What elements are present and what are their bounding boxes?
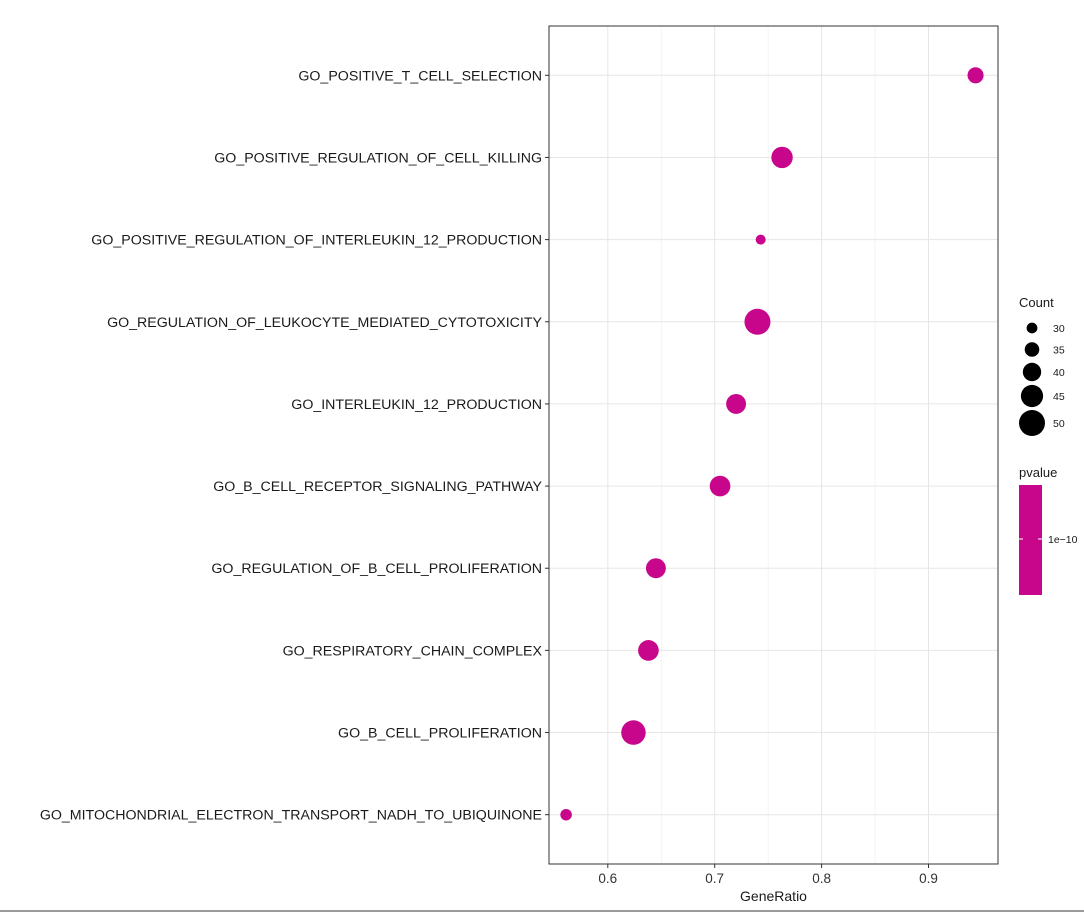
size-legend-label: 45 — [1053, 391, 1065, 403]
size-legend-key — [1024, 342, 1040, 357]
size-legend-key — [1020, 384, 1044, 408]
size-legend-label: 35 — [1053, 345, 1065, 357]
x-axis-title: GeneRatio — [740, 888, 807, 904]
data-point — [709, 475, 731, 497]
data-point — [771, 146, 793, 169]
data-point — [967, 67, 984, 84]
plot-panel — [549, 26, 998, 864]
size-legend-key — [1026, 322, 1038, 334]
plot-border — [548, 25, 999, 865]
size-legend-key — [1019, 410, 1045, 436]
y-tick-label: GO_POSITIVE_REGULATION_OF_CELL_KILLING — [214, 150, 542, 166]
size-legend-key — [1022, 362, 1042, 382]
x-tick-label: 0.7 — [705, 871, 724, 886]
y-tick-label: GO_REGULATION_OF_B_CELL_PROLIFERATION — [211, 561, 542, 577]
data-point — [621, 720, 646, 745]
color-legend-title: pvalue — [1019, 465, 1057, 480]
y-tick-label: GO_INTERLEUKIN_12_PRODUCTION — [291, 397, 542, 413]
data-point — [726, 393, 747, 414]
x-tick-label: 0.8 — [812, 871, 831, 886]
y-tick-label: GO_POSITIVE_T_CELL_SELECTION — [298, 68, 542, 84]
data-point — [755, 234, 766, 245]
data-point — [560, 808, 572, 821]
y-tick-label: GO_POSITIVE_REGULATION_OF_INTERLEUKIN_12… — [91, 233, 542, 249]
y-tick-label: GO_REGULATION_OF_LEUKOCYTE_MEDIATED_CYTO… — [107, 315, 542, 331]
size-legend-title: Count — [1019, 295, 1054, 310]
y-tick-label: GO_B_CELL_RECEPTOR_SIGNALING_PATHWAY — [213, 479, 542, 495]
color-legend-label: 1e−10 — [1048, 534, 1078, 546]
size-legend-label: 40 — [1053, 367, 1065, 379]
y-tick-label: GO_B_CELL_PROLIFERATION — [338, 726, 542, 742]
y-tick-label: GO_RESPIRATORY_CHAIN_COMPLEX — [283, 643, 543, 659]
data-point — [638, 640, 659, 661]
size-legend-label: 50 — [1053, 418, 1065, 430]
data-point — [744, 308, 771, 335]
data-point — [645, 558, 666, 579]
y-tick-label: GO_MITOCHONDRIAL_ELECTRON_TRANSPORT_NADH… — [40, 808, 542, 824]
color-legend-bar — [1019, 485, 1042, 595]
x-tick-label: 0.6 — [598, 871, 617, 886]
bottom-divider — [0, 910, 1084, 912]
x-tick-label: 0.9 — [919, 871, 938, 886]
size-legend-label: 30 — [1053, 323, 1065, 335]
